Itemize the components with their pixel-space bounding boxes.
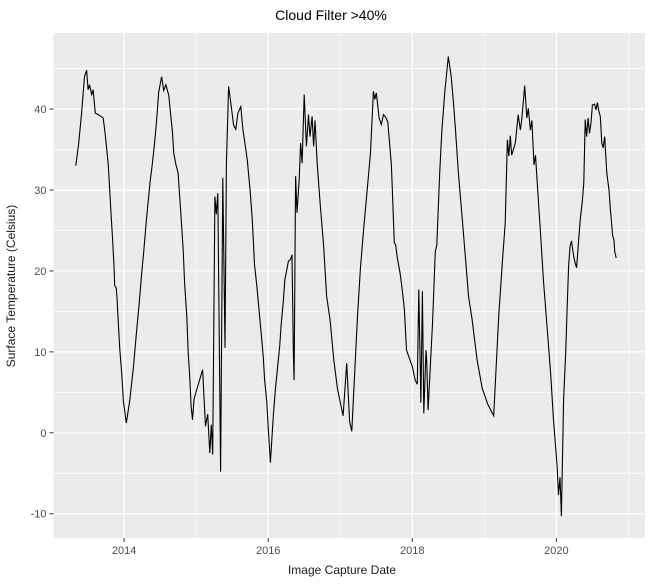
axis-tick-marks [49, 108, 557, 542]
x-axis-label: Image Capture Date [288, 563, 396, 577]
y-axis-tick-labels: 40 30 20 10 0 -10 [31, 104, 47, 521]
x-tick-label: 2018 [400, 545, 424, 557]
x-tick-label: 2020 [544, 545, 568, 557]
x-tick-label: 2014 [112, 545, 136, 557]
x-tick-label: 2016 [256, 545, 280, 557]
major-gridlines [53, 33, 645, 538]
y-tick-label: 40 [34, 104, 46, 116]
minor-gridlines [53, 33, 645, 538]
chart-title: Cloud Filter >40% [275, 7, 387, 23]
y-tick-label: 10 [34, 347, 46, 359]
y-tick-label: 20 [34, 266, 46, 278]
y-tick-label: 0 [40, 428, 46, 440]
y-tick-label: 30 [34, 185, 46, 197]
x-axis-tick-labels: 2014 2016 2018 2020 [112, 545, 569, 557]
y-axis-label: Surface Temperature (Celsius) [4, 205, 18, 368]
y-tick-label: -10 [31, 509, 47, 521]
plot-panel [53, 33, 645, 538]
temperature-series-line [75, 56, 617, 517]
